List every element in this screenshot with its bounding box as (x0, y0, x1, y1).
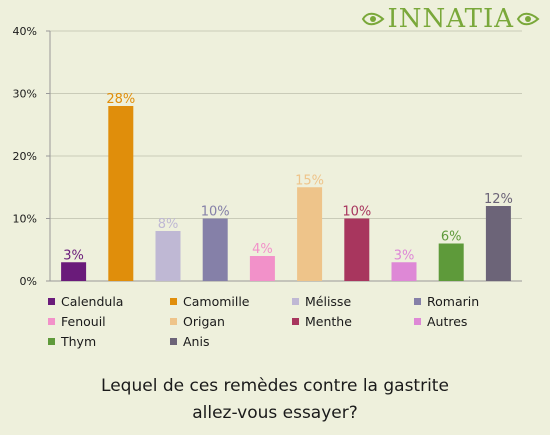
legend-swatch (414, 297, 421, 305)
legend-label: Thym (61, 333, 97, 349)
legend-swatch (48, 297, 55, 305)
question-line-2: allez-vous essayer? (192, 403, 358, 423)
legend-swatch (170, 337, 177, 345)
legend-swatch (414, 317, 421, 325)
y-tick-label: 40% (13, 25, 37, 38)
legend-label: Autres (427, 313, 468, 329)
y-tick-label: 10% (13, 213, 37, 226)
legend-item: Fenouil (48, 313, 170, 329)
legend-label: Fenouil (61, 313, 106, 329)
legend-item: Calendula (48, 293, 170, 309)
data-label: 3% (394, 248, 415, 263)
legend-label: Camomille (183, 293, 250, 309)
chart-legend: Calendula Camomille Mélisse Romarin Fenouil O… (48, 293, 528, 349)
bar-calendula (61, 262, 87, 281)
legend-item: Anis (170, 333, 292, 349)
bar-thym (438, 243, 464, 281)
bar-anis (485, 206, 511, 281)
legend-item: Mélisse (292, 293, 414, 309)
innatia-logo: INNATIA (361, 4, 540, 34)
legend-label: Origan (183, 313, 225, 329)
legend-item: Thym (48, 333, 170, 349)
bar-fenouil (249, 256, 275, 281)
data-label: 8% (158, 217, 179, 232)
bar-mélisse (155, 231, 181, 281)
legend-item: Autres (414, 313, 536, 329)
legend-item: Menthe (292, 313, 414, 329)
legend-item: Origan (170, 313, 292, 329)
data-label: 10% (201, 205, 230, 220)
bar-romarin (202, 218, 228, 281)
question-line-1: Lequel de ces remèdes contre la gastrite (101, 376, 449, 396)
legend-swatch (170, 317, 177, 325)
brand-name: INNATIA (387, 4, 514, 34)
data-label: 3% (63, 248, 84, 263)
legend-item: Romarin (414, 293, 536, 309)
poll-question: Lequel de ces remèdes contre la gastrite… (0, 373, 550, 427)
data-label: 6% (441, 230, 462, 245)
legend-label: Anis (183, 333, 210, 349)
y-tick-label: 30% (13, 88, 37, 101)
bar-origan (297, 187, 323, 281)
bar-menthe (344, 218, 370, 281)
bar-chart: 0% 10% 20% 30% 40% 3% 28% 8% 10% 4% 15% 10% 3% 6% 12% (13, 25, 522, 288)
data-label: 10% (342, 205, 371, 220)
legend-item: Camomille (170, 293, 292, 309)
y-tick-label: 0% (20, 275, 37, 288)
legend-swatch (170, 297, 177, 305)
legend-swatch (48, 337, 55, 345)
data-label: 12% (484, 192, 513, 207)
bar-camomille (108, 106, 134, 281)
leaf-left-icon (362, 12, 386, 26)
legend-label: Menthe (305, 313, 352, 329)
leaf-right-icon (516, 12, 540, 26)
data-label: 15% (295, 173, 324, 188)
bar-autres (391, 262, 417, 281)
legend-swatch (292, 317, 299, 325)
y-tick-label: 20% (13, 150, 37, 163)
legend-label: Calendula (61, 293, 124, 309)
legend-label: Mélisse (305, 293, 352, 309)
data-label: 28% (106, 92, 135, 107)
legend-swatch (292, 297, 299, 305)
data-label: 4% (252, 242, 273, 257)
legend-swatch (48, 317, 55, 325)
legend-label: Romarin (427, 293, 480, 309)
